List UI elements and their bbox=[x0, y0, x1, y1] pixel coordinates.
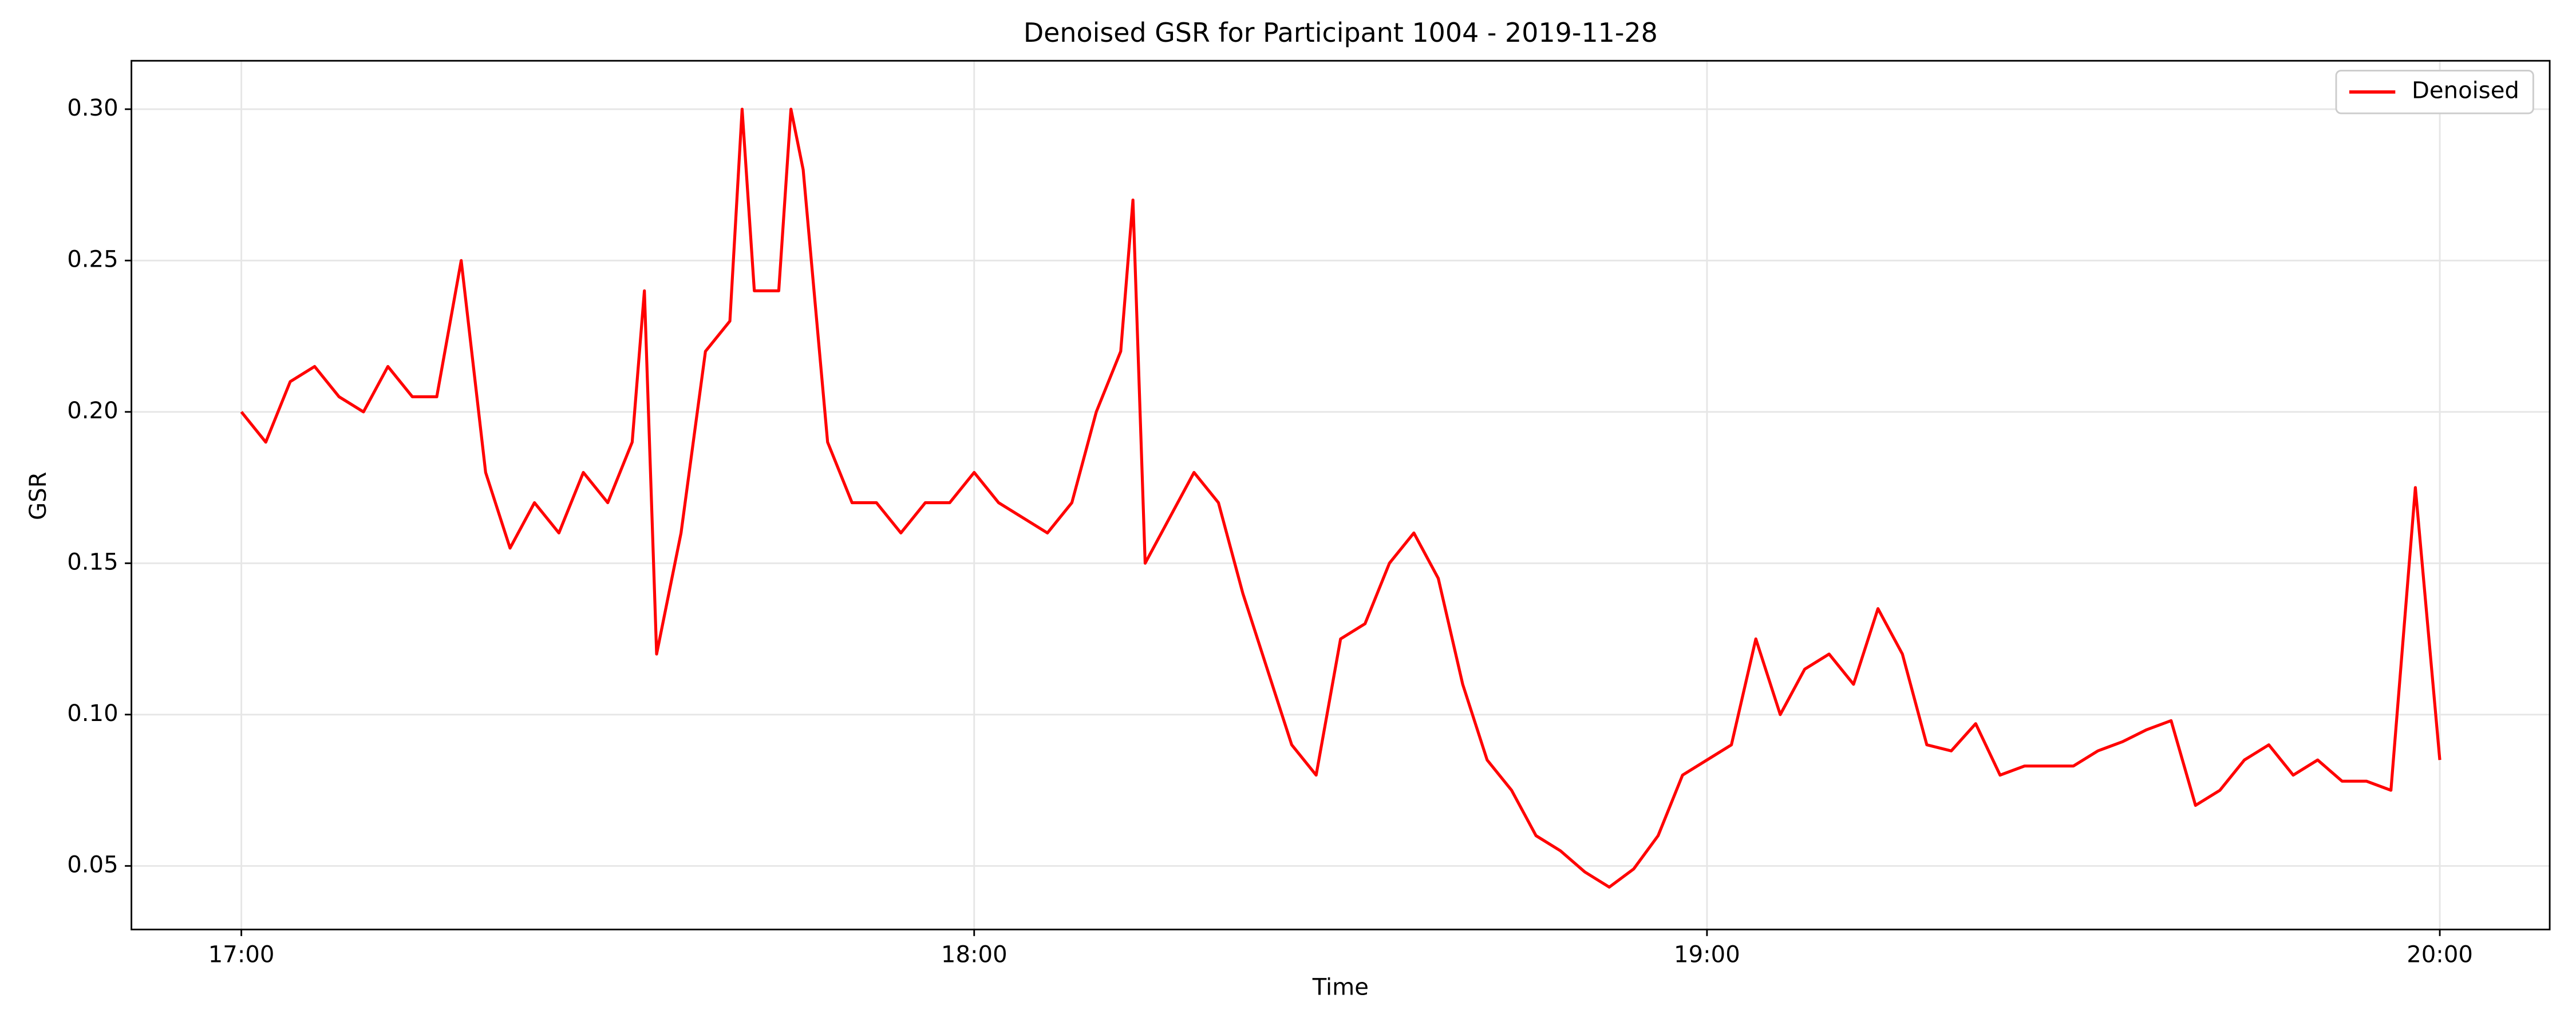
chart-title: Denoised GSR for Participant 1004 - 2019… bbox=[1024, 17, 1658, 48]
x-axis-label: Time bbox=[1312, 974, 1369, 1001]
legend-label: Denoised bbox=[2412, 78, 2519, 104]
y-tick-label: 0.15 bbox=[67, 549, 118, 575]
y-tick-label: 0.30 bbox=[67, 95, 118, 121]
y-axis-label: GSR bbox=[25, 472, 52, 520]
legend-box bbox=[2335, 69, 2534, 114]
x-tick-label: 17:00 bbox=[208, 941, 275, 968]
x-tick-label: 19:00 bbox=[1674, 941, 1740, 968]
x-tick-label: 20:00 bbox=[2407, 941, 2473, 968]
plot-frame bbox=[131, 60, 2551, 930]
y-tick-label: 0.05 bbox=[67, 851, 118, 878]
y-tick-label: 0.25 bbox=[67, 246, 118, 272]
y-tick-label: 0.20 bbox=[67, 398, 118, 424]
y-tick-label: 0.10 bbox=[67, 700, 118, 727]
x-tick-label: 18:00 bbox=[941, 941, 1008, 968]
data-line bbox=[240, 108, 2441, 889]
